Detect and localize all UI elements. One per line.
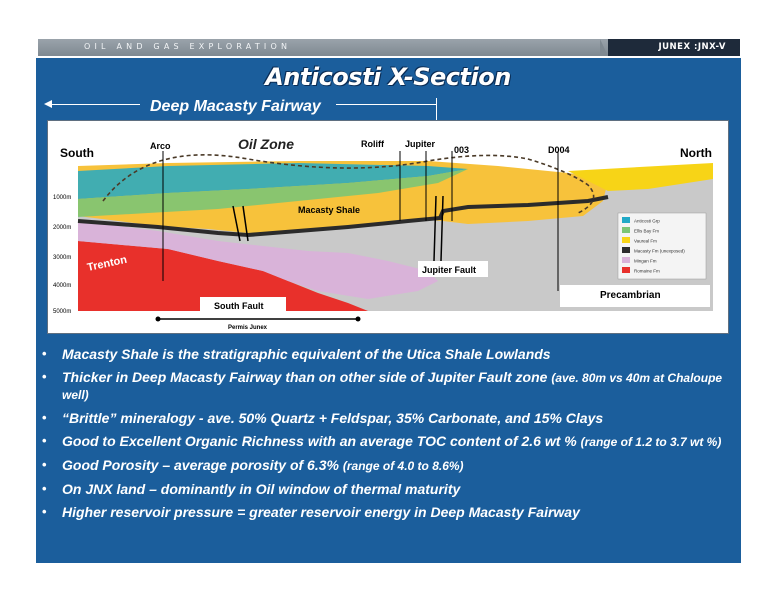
- cross-section-figure: South North Oil Zone Arco Roliff Jupiter…: [47, 120, 729, 334]
- fairway-arrow-right: [336, 104, 436, 105]
- well-label-roliff: Roliff: [361, 139, 385, 149]
- jupiter-fault-line-b: [440, 195, 444, 262]
- macasty-shale-line: [77, 195, 609, 238]
- oil-zone-outline: [102, 154, 595, 214]
- bullet-item: “Brittle” mineralogy - ave. 50% Quartz +…: [42, 410, 734, 426]
- fairway-arrow-left: [48, 104, 140, 105]
- depth-tick: 4000m: [53, 283, 71, 289]
- legend-label: Vaureal Fm: [634, 239, 657, 244]
- header-bar: OIL AND GAS EXPLORATION JUNEX :JNX-V: [38, 39, 740, 56]
- layer-legend: Anticosti Grp Ellis Bay Fm Vaureal Fm Macas…: [617, 212, 707, 280]
- bullet-text: Good Porosity – average porosity of 6.3%: [62, 457, 339, 473]
- bullet-item: Thicker in Deep Macasty Fairway than on …: [42, 369, 734, 403]
- direction-south: South: [60, 146, 94, 160]
- depth-tick: 3000m: [53, 255, 71, 261]
- permis-label: Permis Junex: [228, 325, 268, 331]
- legend-label: Mingan Fm: [634, 259, 657, 264]
- jupiter-fault-line-a: [433, 195, 437, 262]
- bullet-item: Good to Excellent Organic Richness with …: [42, 433, 734, 450]
- company-tag: JUNEX :JNX-V: [658, 42, 726, 52]
- south-fault-label: South Fault: [214, 301, 264, 311]
- direction-north: North: [680, 146, 712, 160]
- south-fault-line-b: [242, 205, 249, 242]
- south-fault-line-a: [232, 205, 241, 242]
- legend-label: Anticosti Grp: [634, 219, 660, 224]
- jupiter-fault-box: [418, 261, 488, 277]
- depth-tick: 1000m: [53, 195, 71, 201]
- well-label-003: 003: [454, 145, 469, 155]
- precambrian-box: [560, 285, 710, 307]
- south-fault-box: [200, 297, 286, 313]
- mingan-layer: [78, 221, 438, 299]
- bullet-note: (range of 4.0 to 8.6%): [342, 459, 464, 473]
- fairway-arrow-head: [44, 100, 52, 108]
- fairway-end-marker: [436, 98, 437, 122]
- macasty-shale-label: Macasty Shale: [298, 205, 360, 215]
- bullet-text: On JNX land – dominantly in Oil window o…: [62, 481, 461, 497]
- bullet-item: Higher reservoir pressure = greater rese…: [42, 504, 734, 520]
- well-label-d004: D004: [548, 145, 570, 155]
- legend-swatch: [622, 217, 630, 223]
- ellis-bay-layer: [78, 169, 468, 217]
- bullet-item: Good Porosity – average porosity of 6.3%…: [42, 457, 734, 474]
- slide-title: Anticosti X-Section: [265, 63, 511, 91]
- cross-section-svg: South North Oil Zone Arco Roliff Jupiter…: [53, 136, 713, 331]
- header-grey-band: OIL AND GAS EXPLORATION: [38, 39, 608, 56]
- bullet-list: Macasty Shale is the stratigraphic equiv…: [42, 346, 734, 527]
- legend-swatch: [622, 237, 630, 243]
- bullet-item: Macasty Shale is the stratigraphic equiv…: [42, 346, 734, 362]
- header-notch: [600, 39, 608, 56]
- legend-label: Macasty Fm (unexposed): [634, 249, 685, 254]
- permis-bar-end-right: [355, 316, 361, 322]
- legend-swatch: [622, 257, 630, 263]
- depth-tick: 5000m: [53, 309, 71, 315]
- bullet-text: “Brittle” mineralogy - ave. 50% Quartz +…: [62, 410, 604, 426]
- anticosti-layer: [78, 163, 468, 199]
- section-label: OIL AND GAS EXPLORATION: [84, 42, 292, 51]
- legend-box: [617, 212, 707, 280]
- depth-tick: 2000m: [53, 225, 71, 231]
- north-vaureal: [568, 163, 713, 191]
- precambrian-label: Precambrian: [600, 290, 661, 301]
- legend-swatch: [622, 267, 630, 273]
- legend-label: Ellis Bay Fm: [634, 229, 659, 234]
- legend-swatch: [622, 247, 630, 253]
- bullet-text: Thicker in Deep Macasty Fairway than on …: [62, 369, 548, 385]
- romaine-layer: [78, 241, 368, 311]
- fairway-label: Deep Macasty Fairway: [150, 98, 321, 115]
- legend-swatch: [622, 227, 630, 233]
- jupiter-fault-label: Jupiter Fault: [422, 265, 476, 275]
- bullet-note: (range of 1.2 to 3.7 wt %): [580, 435, 722, 449]
- bullet-text: Macasty Shale is the stratigraphic equiv…: [62, 346, 551, 362]
- well-label-jupiter: Jupiter: [405, 139, 436, 149]
- bullet-text: Higher reservoir pressure = greater rese…: [62, 504, 580, 520]
- bullet-text: Good to Excellent Organic Richness with …: [62, 433, 577, 449]
- bullet-note: (ave. 80m vs 40m at Chaloupe well): [62, 371, 723, 402]
- oil-zone-label: Oil Zone: [238, 136, 294, 152]
- bullet-item: On JNX land – dominantly in Oil window o…: [42, 481, 734, 497]
- permis-bar-end-left: [155, 316, 161, 322]
- well-label-arco: Arco: [150, 141, 171, 151]
- legend-label: Romaine Fm: [634, 269, 660, 274]
